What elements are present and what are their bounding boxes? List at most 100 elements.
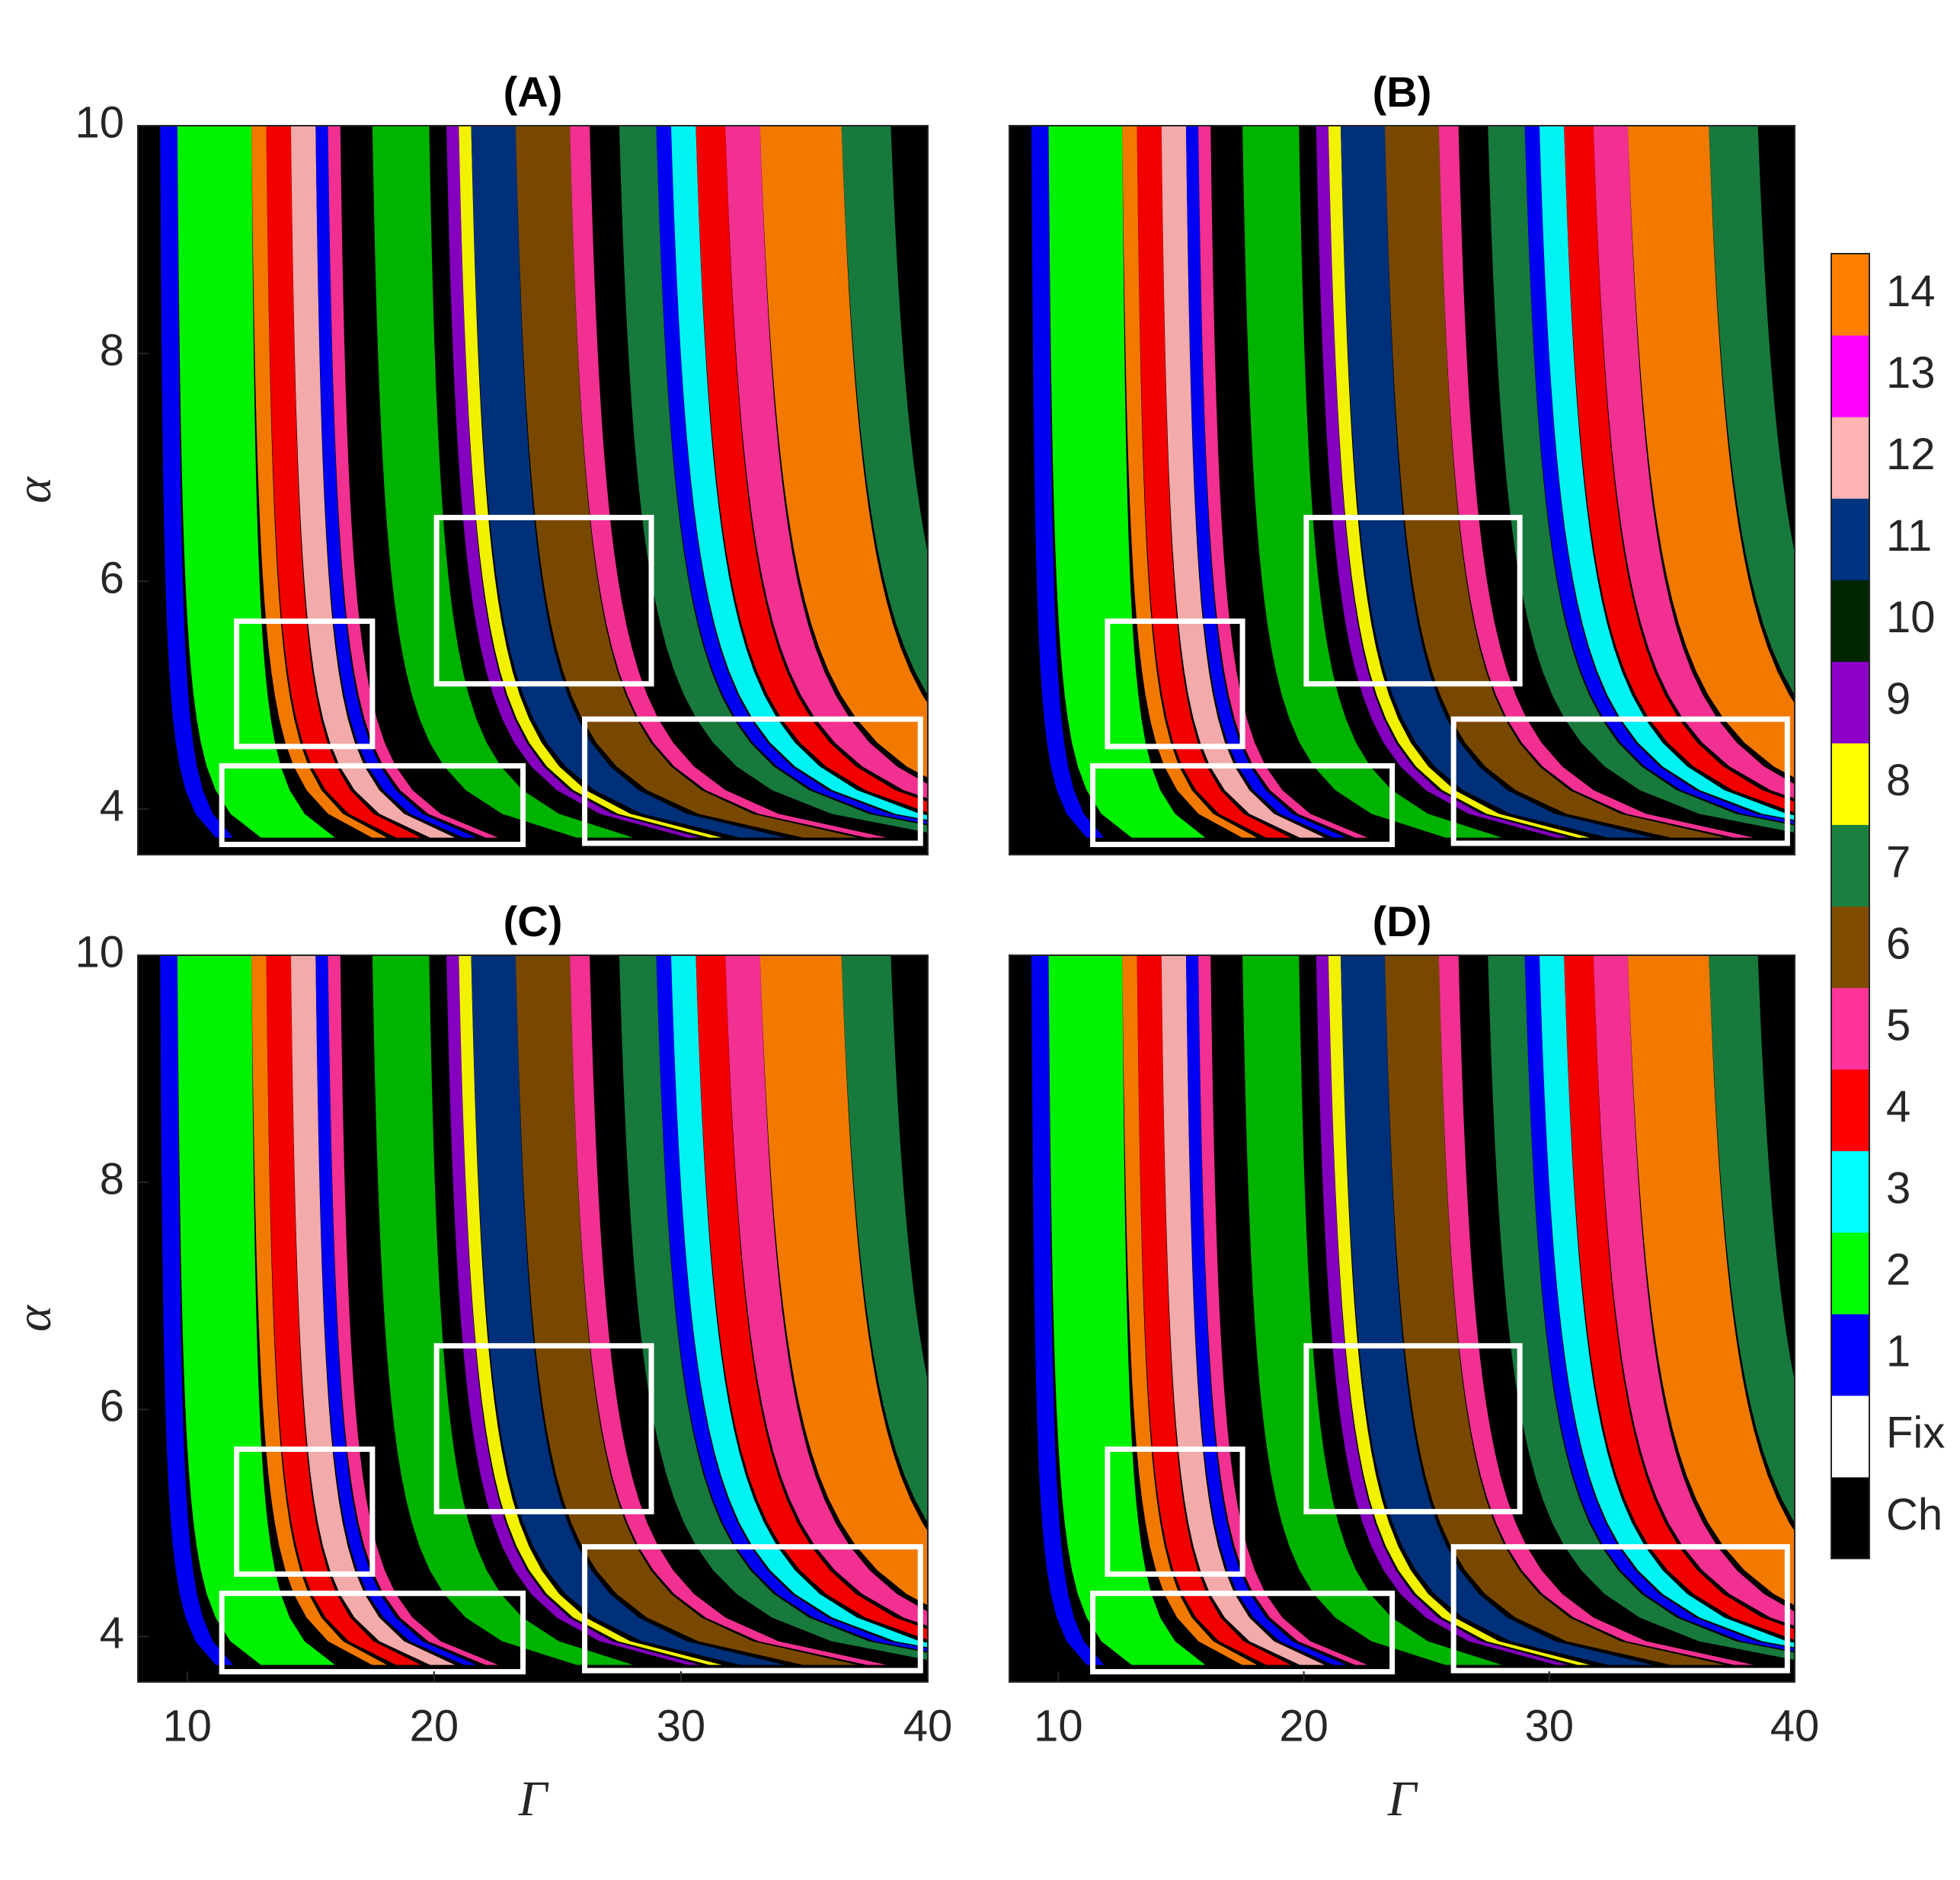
- x-axis-label: Γ: [518, 1771, 549, 1827]
- colorbar-label: 12: [1886, 430, 1936, 479]
- colorbar-label: Fix: [1886, 1408, 1945, 1458]
- region: [759, 955, 928, 1606]
- x-axis-label: Γ: [1387, 1771, 1418, 1827]
- x-tick-label: 20: [410, 1701, 459, 1751]
- y-tick-label: 4: [100, 1609, 124, 1658]
- x-tick-label: 30: [1525, 1701, 1575, 1751]
- y-tick-label: 8: [100, 1154, 124, 1204]
- colorbar-swatch: [1831, 498, 1869, 580]
- region: [1539, 126, 1795, 820]
- colorbar-label: 6: [1886, 919, 1910, 968]
- panel-title: (C): [504, 897, 563, 945]
- colorbar-swatch: [1831, 661, 1869, 743]
- y-tick-label: 6: [100, 1382, 124, 1431]
- highlight-box: [582, 1544, 923, 1674]
- region: [471, 955, 785, 1665]
- colorbar-label: 3: [1886, 1164, 1910, 1213]
- axes-frame: [1009, 125, 1795, 855]
- region: [160, 126, 233, 838]
- colorbar-swatch: [1831, 417, 1869, 499]
- region: [695, 955, 928, 1640]
- axes-frame: [137, 125, 929, 855]
- highlight-box: [219, 1591, 526, 1675]
- colorbar-label: 13: [1886, 348, 1936, 398]
- region: [160, 955, 233, 1665]
- colorbar-label: 7: [1886, 837, 1910, 887]
- y-tick-label: 8: [100, 325, 124, 375]
- region: [1539, 955, 1795, 1648]
- region: [1627, 955, 1795, 1606]
- highlight-box: [582, 716, 923, 846]
- highlight-box: [234, 618, 376, 750]
- region: [1340, 955, 1653, 1665]
- highlight-box: [1105, 618, 1245, 750]
- x-tick-label: 20: [1279, 1701, 1329, 1751]
- axes-frame: [1009, 954, 1795, 1683]
- region: [266, 126, 421, 838]
- highlight-box: [1090, 1591, 1396, 1675]
- region: [759, 126, 928, 779]
- x-tick-label: 30: [657, 1701, 706, 1751]
- colorbar-label: 8: [1886, 756, 1910, 805]
- x-tick-label: 10: [1034, 1701, 1083, 1751]
- highlight-box: [1450, 716, 1790, 846]
- region: [177, 126, 335, 838]
- heatmap: [1009, 126, 1795, 855]
- heatmap: [1009, 955, 1795, 1682]
- colorbar-swatch: [1831, 1313, 1869, 1396]
- colorbar-label: Ch: [1886, 1490, 1942, 1539]
- colorbar-frame: [1831, 253, 1870, 1559]
- colorbar-label: 11: [1886, 511, 1932, 561]
- colorbar-swatch: [1831, 987, 1869, 1070]
- region: [515, 126, 858, 838]
- region: [1122, 126, 1257, 838]
- region: [1384, 126, 1725, 838]
- heatmap: [138, 955, 928, 1682]
- region: [1340, 126, 1653, 838]
- colorbar-swatch: [1831, 254, 1869, 336]
- colorbar-label: 2: [1886, 1245, 1910, 1295]
- y-tick-label: 6: [100, 553, 124, 603]
- panel-title: (A): [504, 68, 563, 116]
- highlight-box: [433, 514, 654, 687]
- colorbar-swatch: [1831, 580, 1869, 662]
- region: [1137, 955, 1291, 1665]
- region: [1627, 126, 1795, 779]
- colorbar-label: 4: [1886, 1082, 1910, 1131]
- highlight-box: [1303, 514, 1523, 687]
- colorbar-label: 14: [1886, 267, 1936, 316]
- y-axis-label: α: [6, 1304, 62, 1332]
- region: [471, 126, 785, 838]
- x-tick-label: 40: [1770, 1701, 1820, 1751]
- colorbar-swatch: [1831, 824, 1869, 906]
- highlight-box: [433, 1343, 654, 1514]
- region: [1137, 126, 1291, 838]
- region: [1031, 126, 1105, 838]
- region: [1048, 126, 1206, 838]
- region: [290, 126, 456, 838]
- region: [1593, 955, 1795, 1626]
- panel-title: (B): [1373, 68, 1432, 116]
- region: [619, 955, 928, 1661]
- region: [251, 955, 387, 1665]
- highlight-box: [1303, 1343, 1523, 1514]
- region: [725, 126, 928, 799]
- highlight-box: [234, 1446, 376, 1577]
- colorbar-swatch: [1831, 743, 1869, 825]
- colorbar-swatch: [1831, 1395, 1869, 1478]
- region: [1161, 955, 1325, 1665]
- colorbar-label: 5: [1886, 1000, 1910, 1050]
- region: [841, 126, 928, 695]
- region: [177, 955, 335, 1665]
- highlight-box: [1105, 1446, 1245, 1577]
- region: [290, 955, 456, 1665]
- region: [1564, 126, 1795, 813]
- y-axis-label: α: [6, 476, 62, 504]
- heatmap: [138, 126, 928, 855]
- region: [1048, 955, 1206, 1665]
- colorbar-label: 9: [1886, 674, 1910, 724]
- colorbar-swatch: [1831, 1150, 1869, 1233]
- region: [266, 955, 421, 1665]
- highlight-box: [219, 763, 526, 848]
- region: [670, 955, 928, 1648]
